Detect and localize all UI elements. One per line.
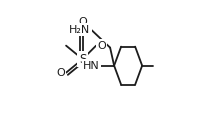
Text: O: O [56,68,65,78]
Text: O: O [78,17,87,27]
Text: HN: HN [83,61,100,71]
Text: O: O [97,41,106,51]
Text: H₂N: H₂N [69,25,90,35]
Text: S: S [79,53,86,66]
